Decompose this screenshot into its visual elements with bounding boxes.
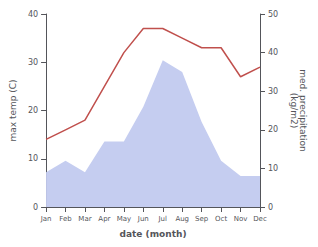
svg-text:(kg/m2): (kg/m2): [289, 93, 299, 128]
svg-text:May: May: [117, 215, 131, 223]
svg-text:Feb: Feb: [59, 215, 72, 223]
svg-text:Nov: Nov: [234, 215, 248, 223]
svg-text:10: 10: [28, 154, 38, 163]
svg-text:Jun: Jun: [137, 215, 149, 223]
svg-text:30: 30: [28, 58, 38, 67]
svg-text:30: 30: [268, 87, 278, 96]
svg-text:Sep: Sep: [195, 215, 209, 223]
svg-text:med. precipitation: med. precipitation: [297, 69, 308, 152]
svg-text:max temp (C): max temp (C): [8, 79, 18, 141]
svg-text:20: 20: [268, 125, 278, 134]
svg-text:Jul: Jul: [158, 215, 168, 223]
svg-text:40: 40: [268, 48, 278, 57]
svg-text:Aug: Aug: [175, 215, 189, 223]
svg-text:20: 20: [28, 106, 38, 115]
svg-text:0: 0: [268, 203, 273, 212]
svg-text:Apr: Apr: [98, 215, 110, 223]
svg-text:40: 40: [28, 10, 38, 19]
svg-text:Oct: Oct: [215, 215, 227, 223]
svg-text:50: 50: [268, 10, 278, 19]
svg-text:Mar: Mar: [78, 215, 91, 223]
svg-text:Jan: Jan: [40, 215, 52, 223]
svg-text:0: 0: [33, 203, 38, 212]
svg-text:Dec: Dec: [253, 215, 267, 223]
svg-text:10: 10: [268, 164, 278, 173]
svg-text:date (month): date (month): [120, 229, 187, 239]
